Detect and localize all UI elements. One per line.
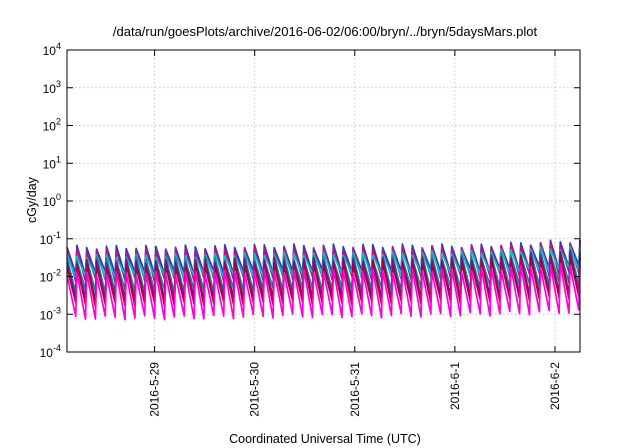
y-tick-exponent: 4 bbox=[56, 41, 61, 51]
x-tick-label: 2016-6-1 bbox=[448, 362, 462, 410]
x-tick-label: 2016-5-30 bbox=[248, 362, 262, 417]
axis-ticks: 10-410-310-210-11001011021031042016-5-29… bbox=[40, 41, 580, 417]
y-tick-exponent: -2 bbox=[53, 268, 61, 278]
gridlines bbox=[67, 50, 580, 352]
y-tick-exponent: -4 bbox=[53, 343, 61, 353]
y-tick-exponent: 2 bbox=[56, 117, 61, 127]
x-tick-label: 2016-5-29 bbox=[148, 362, 162, 417]
y-tick-exponent: 3 bbox=[56, 79, 61, 89]
x-tick-label: 2016-5-31 bbox=[348, 362, 362, 417]
y-tick-label: 10-2 bbox=[40, 268, 61, 285]
y-tick-exponent: 0 bbox=[56, 192, 61, 202]
plot-series-group bbox=[66, 239, 581, 321]
y-tick-label: 101 bbox=[43, 154, 61, 171]
chart-title: /data/run/goesPlots/archive/2016-06-02/0… bbox=[113, 24, 538, 39]
y-tick-label: 10-3 bbox=[40, 305, 61, 322]
y-tick-label: 102 bbox=[43, 117, 61, 134]
y-tick-label: 10-1 bbox=[40, 230, 61, 247]
x-tick-label: 2016-6-2 bbox=[548, 362, 562, 410]
y-tick-label: 100 bbox=[43, 192, 61, 209]
y-tick-label: 10-4 bbox=[40, 343, 61, 360]
series-line bbox=[66, 262, 581, 321]
y-tick-exponent: -1 bbox=[53, 230, 61, 240]
y-tick-exponent: 1 bbox=[56, 154, 61, 164]
y-axis-label: cGy/day bbox=[25, 176, 39, 223]
y-tick-label: 103 bbox=[43, 79, 61, 96]
y-tick-label: 104 bbox=[43, 41, 61, 58]
y-tick-exponent: -3 bbox=[53, 305, 61, 315]
x-axis-label: Coordinated Universal Time (UTC) bbox=[229, 432, 421, 446]
